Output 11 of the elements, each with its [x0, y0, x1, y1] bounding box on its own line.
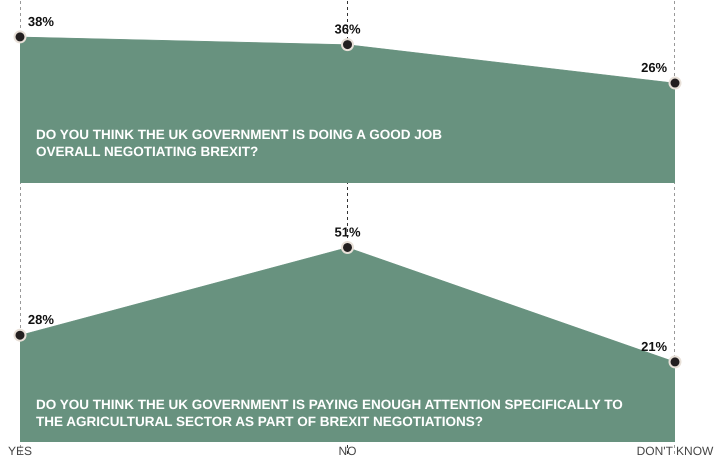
data-label: 38% [28, 14, 54, 29]
x-tick-label: YES [8, 444, 32, 458]
data-label: 21% [641, 338, 668, 354]
annotation: DO YOU THINK THE UK GOVERNMENT IS PAYING ENOUGH ATTENTION SPECIFICALLY TO THE AGRICULTURAL SECTOR AS PART OF BREXIT NEGOTIATIONS? [36, 396, 624, 430]
annotation: DO YOU THINK THE UK GOVERNMENT IS DOING A GOOD JOB OVERALL NEGOTIATING BREXIT? [36, 126, 444, 160]
data-label: 28% [28, 312, 54, 328]
data-label: 51% [334, 224, 361, 240]
data-label: 36% [334, 21, 361, 36]
x-tick-label: DON'T KNOW [636, 444, 714, 458]
data-label: 26% [641, 60, 668, 75]
x-tick-label: NO [338, 444, 356, 458]
